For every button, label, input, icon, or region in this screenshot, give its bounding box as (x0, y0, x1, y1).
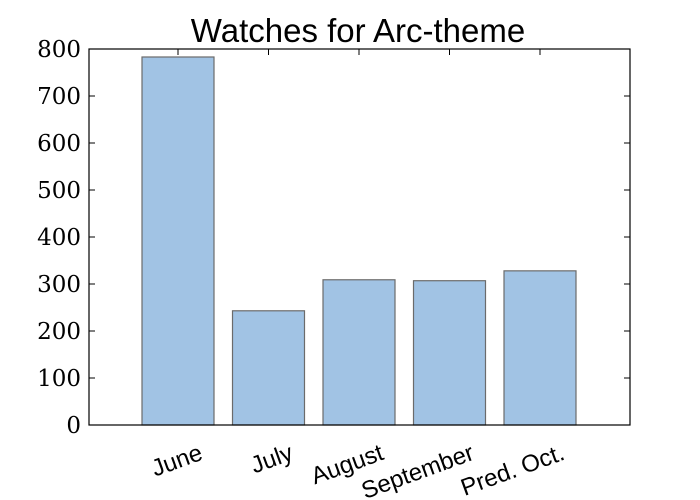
bar-july (231, 310, 306, 426)
y-tick-label: 500 (37, 178, 81, 204)
x-tick-label: July (247, 439, 296, 479)
y-tick-label: 400 (37, 225, 81, 251)
bar-september (412, 280, 487, 426)
bar-pred-oct (503, 270, 577, 426)
bars-layer (141, 56, 577, 426)
y-tick-label: 800 (37, 37, 81, 63)
y-tick-label: 700 (37, 84, 81, 110)
x-tick-label: June (148, 439, 206, 482)
bar-june (141, 56, 215, 426)
x-tick-label: Pred. Oct. (457, 439, 568, 500)
y-tick-label: 300 (37, 272, 81, 298)
y-tick-label: 600 (37, 131, 81, 157)
chart-title: Watches for Arc-theme (191, 12, 525, 49)
y-tick-label: 0 (66, 413, 81, 439)
bar-august (322, 279, 396, 426)
y-tick-label: 200 (37, 319, 81, 345)
y-tick-label: 100 (37, 366, 81, 392)
y-tick-labels: 0 100 200 300 400 500 600 700 800 (37, 37, 81, 439)
plot-frame (88, 48, 631, 426)
